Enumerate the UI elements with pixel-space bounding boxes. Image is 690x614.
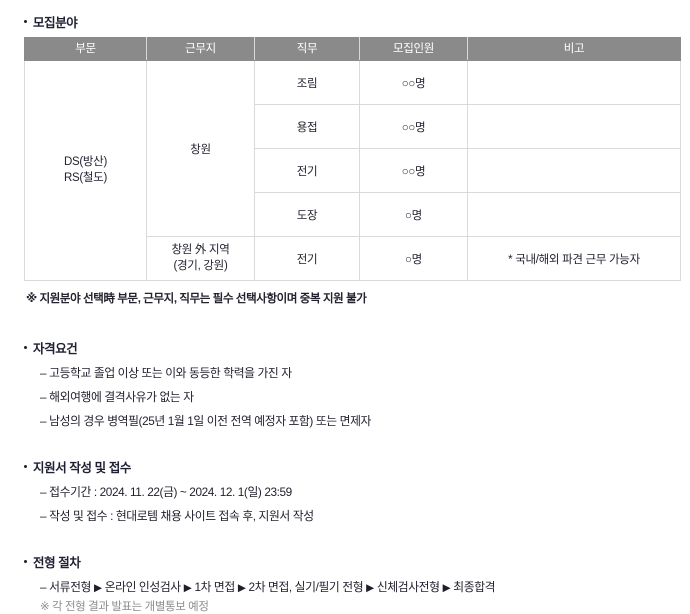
arrow-right-icon: ▶ (442, 582, 451, 594)
recruit-table: 부문 근무지 직무 모집인원 비고 DS(방산) RS(철도) 창원 조림 ○○… (24, 37, 681, 281)
division-line-1: DS(방산) (64, 155, 107, 168)
column-header-job: 직무 (254, 37, 360, 61)
cell-job-painting: 도장 (254, 192, 360, 237)
cell-remark-3 (467, 148, 681, 193)
division-line-2: RS(철도) (64, 171, 107, 184)
dash-marker: – (40, 390, 47, 404)
recruit-table-wrapper: 부문 근무지 직무 모집인원 비고 DS(방산) RS(철도) 창원 조림 ○○… (24, 37, 681, 281)
cell-remark-1 (467, 60, 681, 105)
table-row: 용접 ○○명 (25, 104, 681, 149)
cell-location-changwon: 창원 (146, 60, 255, 237)
cell-job-assembly: 조림 (254, 60, 360, 105)
table-header-row: 부문 근무지 직무 모집인원 비고 (24, 37, 681, 61)
section-heading-recruit-field: 모집분야 (24, 12, 690, 31)
list-item: – 남성의 경우 병역필(25년 1월 1일 이전 전역 예정자 포함) 또는 면… (24, 412, 690, 429)
section-heading-label: 지원서 작성 및 접수 (33, 461, 132, 475)
column-header-location: 근무지 (146, 37, 255, 61)
section-heading-process: 전형 절차 (24, 552, 690, 571)
section-heading-label: 전형 절차 (33, 556, 81, 570)
process-note: ※ 각 전형 결과 발표는 개별통보 예정 (40, 601, 209, 613)
arrow-right-icon: ▶ (237, 582, 246, 594)
list-item: – 접수기간 : 2024. 11. 22(금) ~ 2024. 12. 1(일)… (24, 483, 690, 500)
cell-remark-2 (467, 104, 681, 149)
location-outside-line-2: (경기, 강원) (173, 259, 228, 272)
process-step-line: – 서류전형 ▶ 온라인 인성검사 ▶ 1차 면접 ▶ 2차 면접, 실기/필기 전형 ▶ 신체검… (24, 578, 690, 595)
cell-headcount-5: ○명 (359, 236, 468, 281)
arrow-right-icon: ▶ (183, 582, 192, 594)
bullet-icon (24, 560, 27, 563)
cell-headcount-1: ○○명 (359, 60, 468, 105)
section-qualification: 자격요건 – 고등학교 졸업 이상 또는 이와 동등한 학력을 가진 자 – 해외여… (24, 338, 690, 429)
table-row: 도장 ○명 (25, 192, 681, 237)
recruit-field-note: ※ 지원분야 선택時 부문, 근무지, 직무는 필수 선택사항이며 중복 지원 … (26, 293, 367, 305)
section-recruit-field: 모집분야 (24, 0, 690, 31)
section-heading-application: 지원서 작성 및 접수 (24, 457, 690, 476)
column-header-remark: 비고 (467, 37, 681, 61)
process-step-6: 최종합격 (453, 580, 496, 594)
qualification-list: – 고등학교 졸업 이상 또는 이와 동등한 학력을 가진 자 – 해외여행에 결격… (24, 364, 690, 429)
process-step-4: 2차 면접, 실기/필기 전형 (248, 580, 364, 594)
list-item: – 고등학교 졸업 이상 또는 이와 동등한 학력을 가진 자 (24, 364, 690, 381)
dash-marker: – (40, 485, 47, 499)
process-steps: – 서류전형 ▶ 온라인 인성검사 ▶ 1차 면접 ▶ 2차 면접, 실기/필기 전형 ▶ 신체검… (24, 578, 690, 595)
section-heading-qualification: 자격요건 (24, 338, 690, 357)
location-outside-line-1: 창원 外 지역 (171, 243, 230, 256)
arrow-right-icon: ▶ (94, 582, 102, 594)
column-header-division: 부문 (24, 37, 147, 61)
dash-marker: – (40, 414, 47, 428)
cell-headcount-3: ○○명 (359, 148, 468, 193)
list-item-label: 해외여행에 결격사유가 없는 자 (49, 390, 194, 404)
section-heading-label: 자격요건 (33, 342, 78, 356)
table-row: 창원 外 지역 (경기, 강원) 전기 ○명 * 국내/해외 파견 근무 가능자 (25, 236, 681, 281)
process-step-3: 1차 면접 (194, 580, 235, 594)
section-application: 지원서 작성 및 접수 – 접수기간 : 2024. 11. 22(금) ~ 20… (24, 457, 690, 524)
list-item: – 해외여행에 결격사유가 없는 자 (24, 388, 690, 405)
cell-job-welding: 용접 (254, 104, 360, 149)
cell-location-outside: 창원 外 지역 (경기, 강원) (146, 236, 255, 281)
cell-job-electric-1: 전기 (254, 148, 360, 193)
cell-remark-5: * 국내/해외 파견 근무 가능자 (467, 236, 681, 281)
bullet-icon (24, 20, 27, 23)
dash-marker: – (40, 580, 47, 594)
bullet-icon (24, 346, 27, 349)
cell-job-electric-2: 전기 (254, 236, 360, 281)
arrow-right-icon: ▶ (366, 582, 374, 594)
dash-marker: – (40, 509, 47, 523)
process-step-1: 서류전형 (49, 580, 91, 594)
cell-headcount-4: ○명 (359, 192, 468, 237)
table-row: 전기 ○○명 (25, 148, 681, 193)
process-step-2: 온라인 인성검사 (104, 580, 181, 594)
process-step-5: 신체검사전형 (376, 580, 440, 594)
cell-division: DS(방산) RS(철도) (24, 60, 147, 281)
dash-marker: – (40, 366, 47, 380)
cell-headcount-2: ○○명 (359, 104, 468, 149)
section-process: 전형 절차 – 서류전형 ▶ 온라인 인성검사 ▶ 1차 면접 ▶ 2차 면접, 실기/필기 … (24, 552, 690, 614)
list-item-label: 고등학교 졸업 이상 또는 이와 동등한 학력을 가진 자 (49, 366, 292, 380)
application-list: – 접수기간 : 2024. 11. 22(금) ~ 2024. 12. 1(일)… (24, 483, 690, 524)
bullet-icon (24, 465, 27, 468)
table-row: DS(방산) RS(철도) 창원 조림 ○○명 (24, 60, 681, 281)
cell-remark-4 (467, 192, 681, 237)
list-item-label: 작성 및 접수 : 현대로템 채용 사이트 접속 후, 지원서 작성 (49, 509, 314, 523)
list-item-label: 접수기간 : 2024. 11. 22(금) ~ 2024. 12. 1(일) … (49, 485, 292, 499)
list-item-label: 남성의 경우 병역필(25년 1월 1일 이전 전역 예정자 포함) 또는 면제… (49, 414, 371, 428)
recruitment-notice-page: 모집분야 부문 근무지 직무 모집인원 비고 (24, 0, 690, 613)
list-item: – 작성 및 접수 : 현대로템 채용 사이트 접속 후, 지원서 작성 (24, 507, 690, 524)
section-heading-label: 모집분야 (33, 16, 78, 30)
column-header-headcount: 모집인원 (359, 37, 468, 61)
